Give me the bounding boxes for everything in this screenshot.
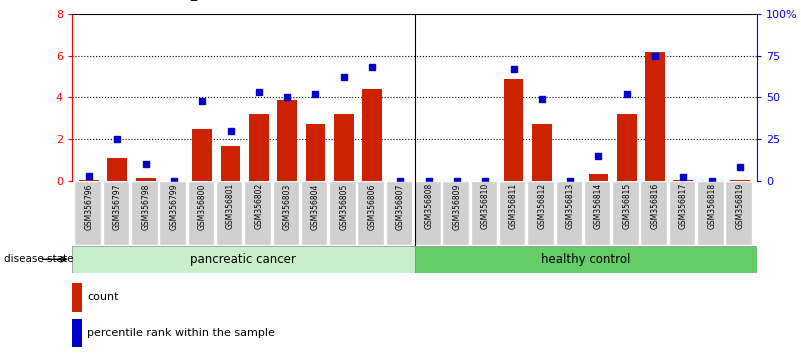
Text: GSM356804: GSM356804: [311, 183, 320, 229]
Bar: [415, 246, 757, 273]
Text: GSM356799: GSM356799: [170, 183, 179, 230]
FancyBboxPatch shape: [387, 182, 413, 245]
Text: GSM356806: GSM356806: [368, 183, 376, 229]
Bar: [674, 179, 694, 181]
FancyBboxPatch shape: [727, 182, 752, 245]
Text: GSM356807: GSM356807: [396, 183, 405, 229]
Text: GSM356801: GSM356801: [226, 183, 235, 229]
FancyBboxPatch shape: [189, 182, 214, 245]
Bar: [72, 246, 415, 273]
Text: GSM356819: GSM356819: [735, 183, 744, 229]
FancyBboxPatch shape: [330, 182, 356, 245]
Text: GSM356805: GSM356805: [340, 183, 348, 229]
Text: GSM356811: GSM356811: [509, 183, 518, 229]
Bar: [79, 179, 99, 181]
Text: GSM356798: GSM356798: [141, 183, 150, 229]
Bar: [532, 124, 552, 181]
Text: GSM356810: GSM356810: [481, 183, 489, 229]
FancyBboxPatch shape: [160, 182, 186, 245]
Text: GSM356800: GSM356800: [198, 183, 207, 229]
Bar: [617, 114, 637, 181]
Text: healthy control: healthy control: [541, 253, 630, 266]
Text: GSM356815: GSM356815: [622, 183, 631, 229]
Text: GSM356808: GSM356808: [425, 183, 433, 229]
Text: GSM356813: GSM356813: [566, 183, 574, 229]
FancyBboxPatch shape: [75, 182, 101, 245]
Bar: [504, 79, 524, 181]
FancyBboxPatch shape: [472, 182, 497, 245]
Bar: [220, 146, 240, 181]
Bar: [362, 89, 382, 181]
Bar: [645, 52, 665, 181]
Bar: [334, 114, 354, 181]
FancyBboxPatch shape: [104, 182, 129, 245]
FancyBboxPatch shape: [359, 182, 384, 245]
Bar: [249, 114, 269, 181]
FancyBboxPatch shape: [642, 182, 667, 245]
FancyBboxPatch shape: [670, 182, 695, 245]
FancyBboxPatch shape: [557, 182, 582, 245]
Text: GSM356818: GSM356818: [707, 183, 716, 229]
Bar: [107, 158, 127, 181]
FancyBboxPatch shape: [585, 182, 610, 245]
Text: percentile rank within the sample: percentile rank within the sample: [87, 328, 276, 338]
Bar: [72, 283, 83, 312]
Text: pancreatic cancer: pancreatic cancer: [191, 253, 296, 266]
Text: GSM356802: GSM356802: [255, 183, 264, 229]
FancyBboxPatch shape: [132, 182, 158, 245]
FancyBboxPatch shape: [245, 182, 271, 245]
Bar: [730, 179, 750, 181]
Text: GSM356803: GSM356803: [283, 183, 292, 229]
FancyBboxPatch shape: [444, 182, 469, 245]
Text: GSM356814: GSM356814: [594, 183, 603, 229]
FancyBboxPatch shape: [274, 182, 299, 245]
Text: GSM356817: GSM356817: [679, 183, 688, 229]
FancyBboxPatch shape: [529, 182, 553, 245]
FancyBboxPatch shape: [614, 182, 638, 245]
Text: GSM356796: GSM356796: [85, 183, 94, 230]
Text: GSM356812: GSM356812: [537, 183, 546, 229]
Bar: [192, 129, 212, 181]
Bar: [72, 319, 83, 347]
FancyBboxPatch shape: [415, 182, 441, 245]
Text: GSM356797: GSM356797: [113, 183, 122, 230]
Text: count: count: [87, 292, 119, 302]
Bar: [277, 101, 297, 181]
FancyBboxPatch shape: [302, 182, 328, 245]
Text: GSM356809: GSM356809: [453, 183, 461, 229]
Bar: [135, 178, 155, 181]
Text: disease state: disease state: [4, 254, 74, 264]
Text: GSM356816: GSM356816: [650, 183, 659, 229]
FancyBboxPatch shape: [698, 182, 723, 245]
FancyBboxPatch shape: [500, 182, 525, 245]
FancyBboxPatch shape: [217, 182, 243, 245]
Bar: [589, 174, 609, 181]
Bar: [305, 124, 325, 181]
